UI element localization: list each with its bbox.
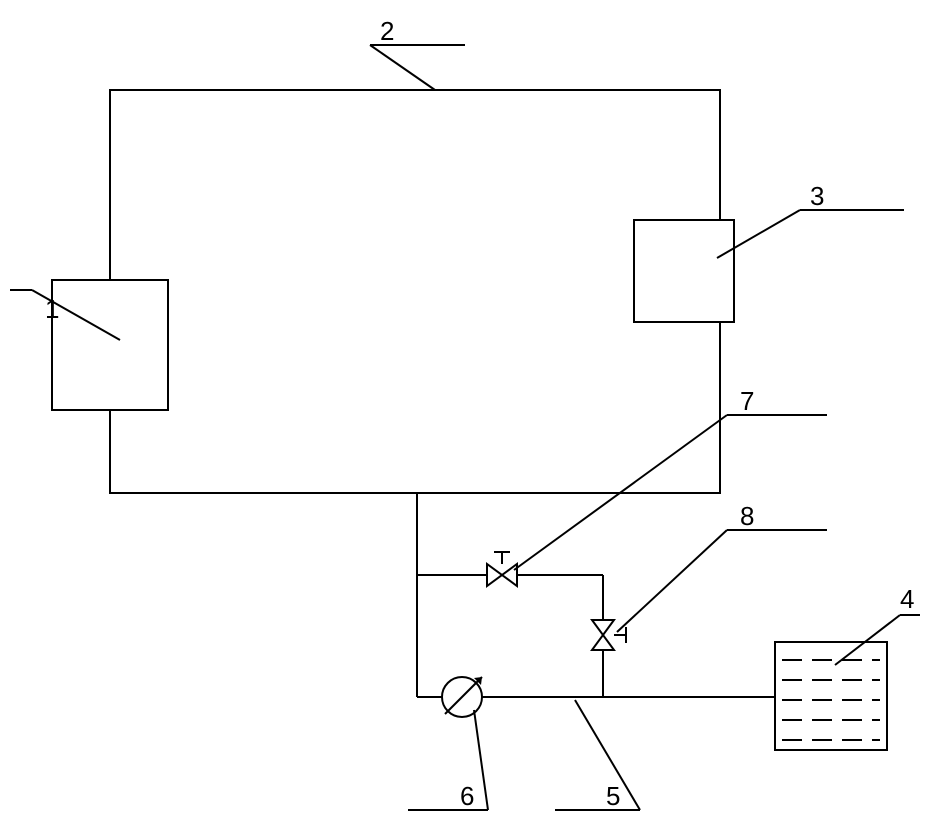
piping [417,493,775,697]
main-chamber [110,90,720,493]
label-7: 7 [740,386,754,416]
label-6: 6 [460,781,474,811]
label-2: 2 [380,16,394,46]
block-1 [52,280,168,410]
label-4: 4 [900,584,914,614]
valve-7 [487,552,517,586]
block-3 [634,220,734,322]
label-1: 1 [45,294,59,324]
label-3: 3 [810,181,824,211]
label-8: 8 [740,501,754,531]
tank-4 [775,642,887,750]
label-5: 5 [606,781,620,811]
meter-6 [442,677,482,717]
schematic-diagram: 1 2 3 4 5 6 7 8 [0,0,930,837]
valve-8 [592,620,626,650]
